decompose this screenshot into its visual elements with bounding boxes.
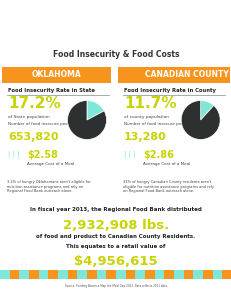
Text: CANADIAN COUNTY: CANADIAN COUNTY (144, 70, 228, 79)
Text: 2,932,908 lbs.: 2,932,908 lbs. (63, 218, 168, 232)
Text: 13,280: 13,280 (123, 132, 166, 142)
Bar (58, 270, 67, 279)
Bar (2, 67, 111, 83)
Bar (19, 270, 29, 279)
Text: $4,956,615: $4,956,615 (74, 256, 157, 268)
Bar (39, 270, 48, 279)
Bar (29, 270, 39, 279)
Bar (77, 270, 87, 279)
Bar (48, 270, 58, 279)
Bar (192, 270, 202, 279)
Text: Average Cost of a Meal: Average Cost of a Meal (142, 162, 189, 166)
Text: This equates to a retail value of: This equates to a retail value of (66, 244, 165, 249)
Bar (96, 270, 106, 279)
Wedge shape (180, 100, 219, 140)
Text: In fiscal year 2013, the Regional Food Bank distributed: In fiscal year 2013, the Regional Food B… (30, 207, 201, 212)
Bar (106, 270, 116, 279)
Text: OKLAHOMA: OKLAHOMA (31, 70, 81, 79)
Text: MAP THE MEAL GAP: MAP THE MEAL GAP (9, 13, 157, 26)
Bar (183, 270, 192, 279)
Bar (0, 270, 10, 279)
Bar (118, 67, 229, 83)
Bar (154, 270, 164, 279)
Text: 11.7%: 11.7% (123, 96, 176, 111)
Bar (202, 270, 212, 279)
Bar (221, 270, 231, 279)
Wedge shape (87, 100, 104, 120)
Text: Food Insecurity & Food Costs: Food Insecurity & Food Costs (52, 50, 179, 58)
Wedge shape (200, 100, 213, 120)
Text: 17.2%: 17.2% (8, 96, 60, 111)
Text: | | |: | | | (123, 151, 135, 158)
Text: $2.86: $2.86 (142, 150, 173, 160)
Bar (125, 270, 135, 279)
Bar (144, 270, 154, 279)
Bar (135, 270, 144, 279)
Bar (67, 270, 77, 279)
Text: of county population: of county population (123, 115, 168, 119)
Bar (116, 270, 125, 279)
Bar (164, 270, 173, 279)
Bar (212, 270, 221, 279)
Text: 3.2% of hungry Oklahomans aren't eligible for
nutrition assistance programs and : 3.2% of hungry Oklahomans aren't eligibl… (7, 180, 90, 193)
Text: Source: Feeding America Map the Meal Gap 2013. Data reflects 2011 data.: Source: Feeding America Map the Meal Gap… (64, 284, 167, 288)
Text: of State population: of State population (8, 115, 49, 119)
Bar (10, 270, 19, 279)
Bar (173, 270, 183, 279)
Text: Number of food insecure people: Number of food insecure people (8, 122, 73, 126)
Text: | | |: | | | (8, 151, 19, 158)
Text: 31% of hungry Canadian County residents aren't
eligible for nutrition assistance: 31% of hungry Canadian County residents … (122, 180, 213, 193)
Text: $2.58: $2.58 (27, 150, 58, 160)
Text: Number of food insecure people: Number of food insecure people (123, 122, 189, 126)
Text: Food Insecurity Rate in State: Food Insecurity Rate in State (8, 88, 94, 93)
Text: Food Insecurity Rate in County: Food Insecurity Rate in County (123, 88, 215, 93)
Text: 653,820: 653,820 (8, 132, 58, 142)
Text: Average Cost of a Meal: Average Cost of a Meal (27, 162, 74, 166)
Bar (87, 270, 96, 279)
Wedge shape (67, 100, 106, 140)
Text: of food and product to Canadian County Residents.: of food and product to Canadian County R… (36, 234, 195, 239)
